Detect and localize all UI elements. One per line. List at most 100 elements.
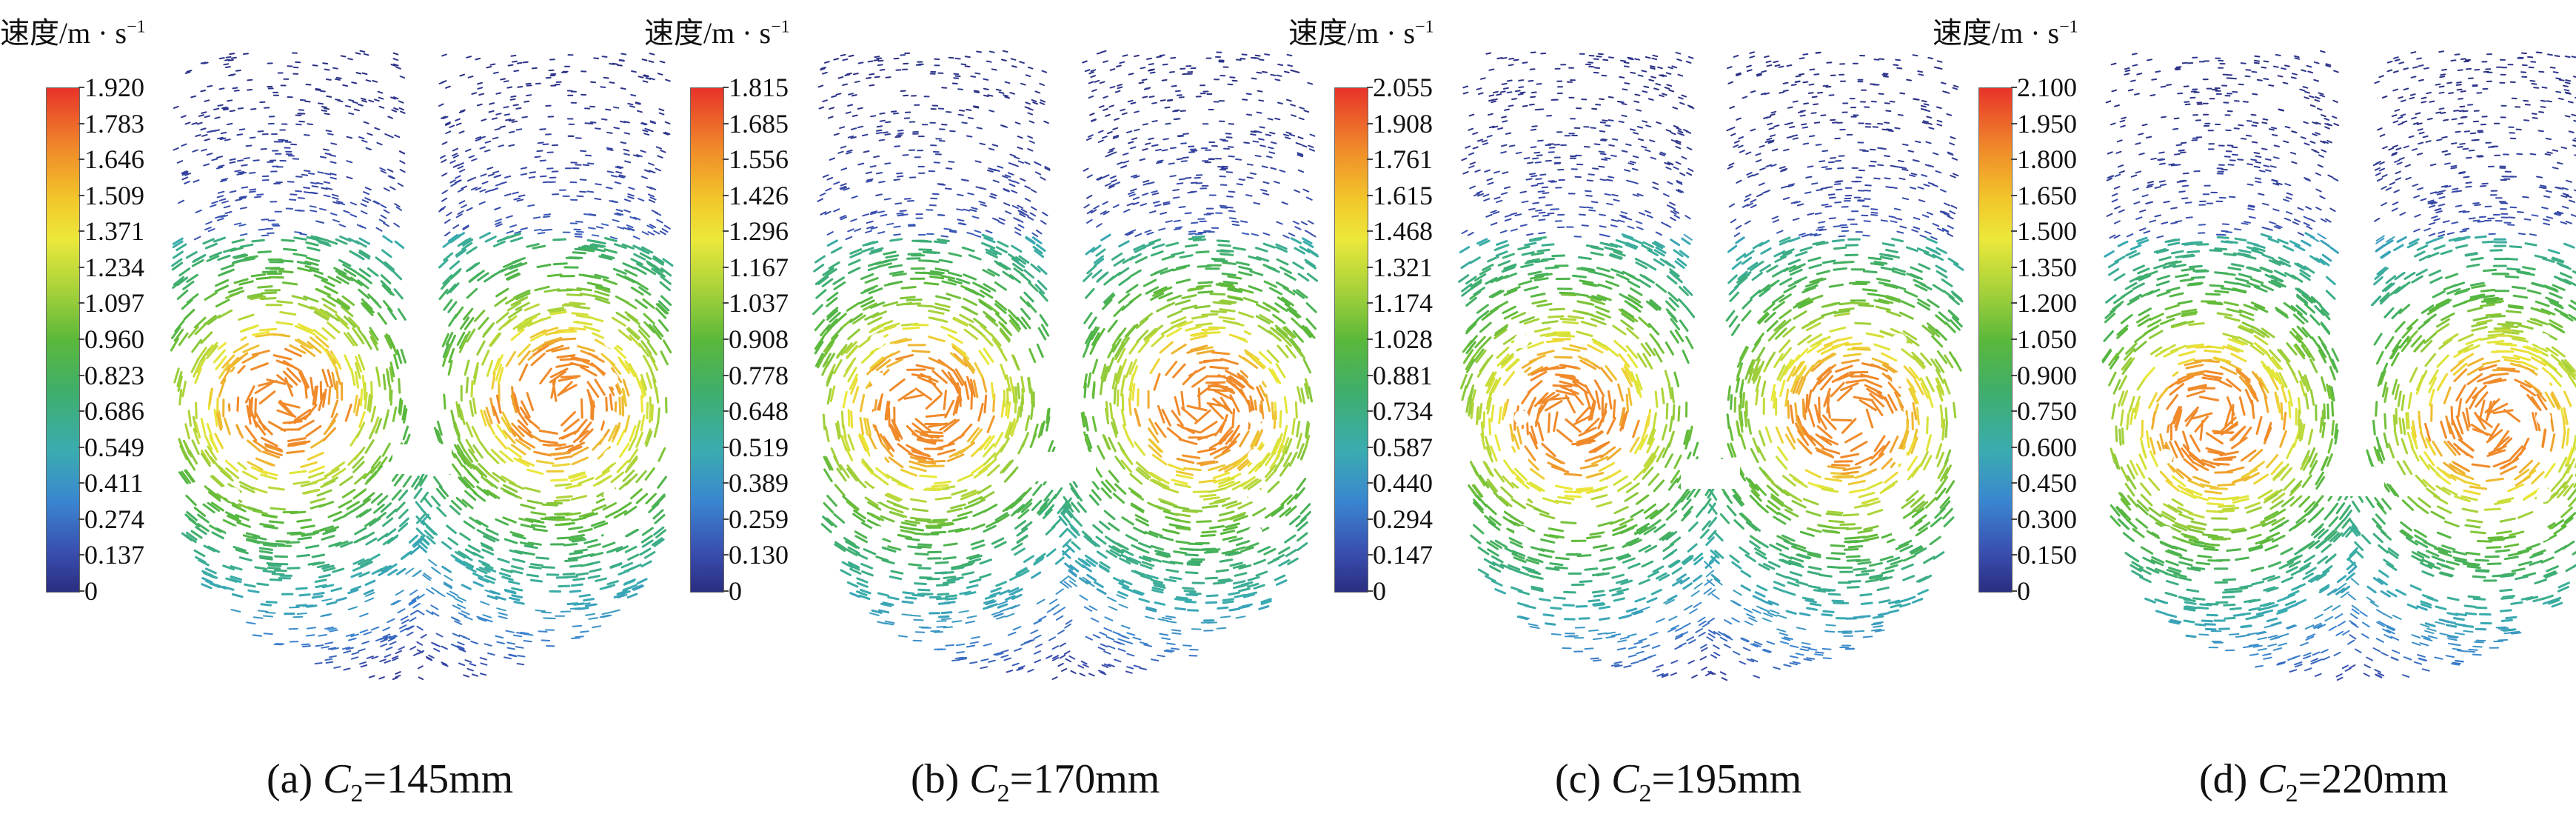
velocity-vector <box>642 298 655 309</box>
velocity-vector <box>1231 224 1240 227</box>
velocity-vector <box>583 538 598 544</box>
velocity-vector <box>817 276 829 285</box>
velocity-vector <box>481 181 489 184</box>
velocity-vector <box>951 659 960 661</box>
velocity-vector <box>191 338 202 353</box>
velocity-vector <box>1179 254 1194 259</box>
velocity-vector <box>569 564 583 568</box>
velocity-vector <box>984 594 997 600</box>
legend-title-exponent: −1 <box>127 17 146 37</box>
velocity-vector <box>365 592 375 597</box>
velocity-vector <box>640 534 653 544</box>
velocity-vector <box>363 121 369 124</box>
velocity-vector <box>963 208 971 212</box>
velocity-vector <box>1220 167 1228 170</box>
velocity-vector <box>1834 201 1842 204</box>
velocity-vector <box>260 473 278 480</box>
velocity-vector <box>310 210 318 213</box>
velocity-vector <box>846 501 859 512</box>
velocity-vector <box>393 107 399 111</box>
velocity-vector <box>518 363 529 381</box>
velocity-vector <box>589 121 597 124</box>
velocity-vector <box>1165 516 1181 521</box>
velocity-vector <box>402 550 412 559</box>
velocity-vector <box>289 606 300 609</box>
velocity-vector <box>1294 401 1298 419</box>
velocity-vector <box>553 498 571 502</box>
velocity-vector <box>400 348 407 364</box>
velocity-vector <box>1134 110 1140 113</box>
velocity-vector <box>583 325 600 333</box>
velocity-vector <box>171 326 181 339</box>
velocity-vector <box>1088 81 1094 84</box>
velocity-vector <box>594 378 606 396</box>
velocity-vector <box>479 189 486 193</box>
velocity-vector <box>865 230 872 234</box>
velocity-vector <box>239 196 247 199</box>
velocity-vector <box>956 208 964 211</box>
baffle-hole <box>226 526 241 541</box>
velocity-vector <box>495 596 506 601</box>
velocity-vector <box>1148 181 1155 184</box>
velocity-vector <box>1017 665 1026 670</box>
velocity-vector <box>973 379 979 398</box>
colorbar-tick-label: 0.519 <box>729 432 789 462</box>
velocity-vector-field <box>170 50 674 681</box>
velocity-vector <box>200 127 207 131</box>
velocity-vector <box>937 213 946 216</box>
baffle-hole <box>1248 410 1262 425</box>
velocity-vector <box>352 456 364 469</box>
velocity-vector <box>1225 428 1238 445</box>
velocity-vector <box>358 251 370 260</box>
velocity-vector <box>1093 205 1100 210</box>
velocity-vector <box>658 319 669 332</box>
velocity-vector <box>1265 393 1271 413</box>
velocity-vector <box>1063 497 1072 509</box>
velocity-vector <box>1116 594 1126 600</box>
velocity-vector <box>894 202 903 205</box>
velocity-vector <box>623 132 630 135</box>
velocity-vector <box>993 613 1003 618</box>
velocity-vector <box>881 558 895 564</box>
velocity-vector <box>900 529 916 534</box>
velocity-vector <box>476 616 486 621</box>
velocity-vector <box>574 233 583 236</box>
velocity-vector <box>1083 167 1089 172</box>
velocity-vector <box>938 523 954 527</box>
velocity-vector <box>1764 426 1773 444</box>
colorbar-tick-mark <box>78 266 84 268</box>
velocity-vector <box>1256 303 1271 312</box>
velocity-vector <box>892 112 899 115</box>
velocity-vector <box>1011 593 1023 600</box>
velocity-vector <box>1037 265 1048 276</box>
velocity-vector <box>1140 313 1154 324</box>
velocity-vector <box>1043 508 1053 519</box>
velocity-vector <box>889 270 904 276</box>
velocity-vector <box>847 561 860 569</box>
velocity-vector <box>836 344 847 359</box>
velocity-vector <box>408 534 418 544</box>
velocity-vector <box>1297 273 1310 282</box>
panel-caption: (b) C2=170mm <box>911 755 1160 808</box>
velocity-vector <box>974 230 982 233</box>
velocity-vector <box>324 658 333 661</box>
velocity-vector <box>1082 411 1087 427</box>
velocity-vector <box>370 405 377 423</box>
velocity-vector <box>1086 218 1093 224</box>
colorbar-tick-label: 0.259 <box>729 504 789 534</box>
velocity-vector <box>445 343 452 358</box>
baffle-hole <box>870 410 885 425</box>
velocity-vector <box>1291 418 1296 436</box>
velocity-vector <box>635 420 641 438</box>
velocity-vector <box>286 450 305 454</box>
velocity-vector <box>911 508 929 513</box>
velocity-vector <box>1114 181 1121 185</box>
velocity-vector <box>364 597 375 603</box>
velocity-vector <box>445 331 454 346</box>
velocity-vector <box>354 527 367 536</box>
colorbar-tick-mark <box>723 518 729 520</box>
velocity-vector <box>1286 307 1299 319</box>
velocity-vector <box>658 112 665 116</box>
velocity-vector <box>1128 141 1134 144</box>
velocity-vector <box>438 288 449 300</box>
